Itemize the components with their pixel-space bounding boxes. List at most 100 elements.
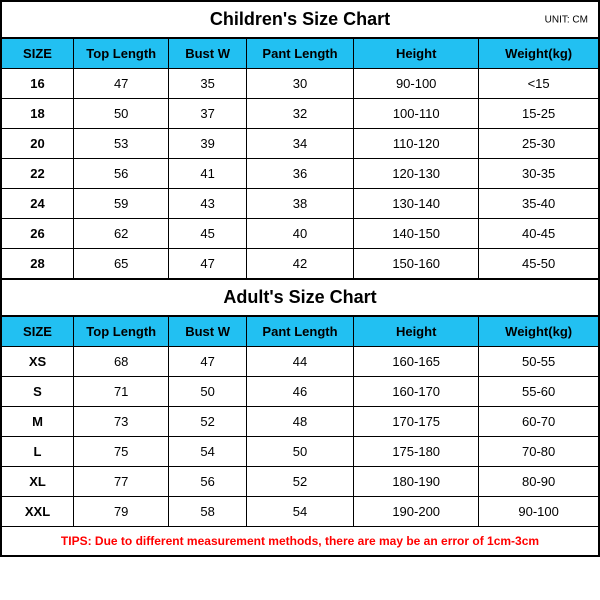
table-cell: 47 [169, 347, 246, 377]
table-cell: 32 [246, 99, 353, 129]
table-cell: 58 [169, 497, 246, 527]
table-row: XXL795854190-20090-100 [2, 497, 598, 527]
table-cell: 18 [2, 99, 74, 129]
table-cell: 50-55 [479, 347, 598, 377]
unit-label: UNIT: CM [545, 14, 588, 25]
table-cell: 28 [2, 249, 74, 279]
table-cell: 90-100 [479, 497, 598, 527]
table-cell: 180-190 [354, 467, 479, 497]
table-cell: 34 [246, 129, 353, 159]
table-cell: 56 [169, 467, 246, 497]
adult-chart-title: Adult's Size Chart [223, 287, 376, 307]
col-header-top-length: Top Length [74, 316, 169, 347]
table-cell: 140-150 [354, 219, 479, 249]
table-row: 18503732100-11015-25 [2, 99, 598, 129]
children-chart-title: Children's Size Chart [210, 9, 390, 29]
table-cell: 65 [74, 249, 169, 279]
table-cell: 15-25 [479, 99, 598, 129]
table-cell: 30 [246, 69, 353, 99]
table-cell: 80-90 [479, 467, 598, 497]
col-header-bust: Bust W [169, 316, 246, 347]
table-cell: 110-120 [354, 129, 479, 159]
children-chart-title-bar: Children's Size Chart UNIT: CM [2, 2, 598, 37]
table-cell: 42 [246, 249, 353, 279]
table-cell: 150-160 [354, 249, 479, 279]
table-cell: 60-70 [479, 407, 598, 437]
col-header-height: Height [354, 38, 479, 69]
tips-text: TIPS: Due to different measurement metho… [2, 527, 598, 556]
table-cell: XXL [2, 497, 74, 527]
col-header-pant-length: Pant Length [246, 38, 353, 69]
table-cell: 50 [246, 437, 353, 467]
table-cell: 52 [246, 467, 353, 497]
table-cell: 75 [74, 437, 169, 467]
table-cell: L [2, 437, 74, 467]
table-cell: 38 [246, 189, 353, 219]
table-cell: 79 [74, 497, 169, 527]
table-cell: 40-45 [479, 219, 598, 249]
table-cell: 16 [2, 69, 74, 99]
col-header-weight: Weight(kg) [479, 38, 598, 69]
table-row: 26624540140-15040-45 [2, 219, 598, 249]
table-row: L755450175-18070-80 [2, 437, 598, 467]
table-cell: M [2, 407, 74, 437]
table-cell: 37 [169, 99, 246, 129]
table-row: M735248170-17560-70 [2, 407, 598, 437]
table-row: 20533934110-12025-30 [2, 129, 598, 159]
table-cell: 54 [246, 497, 353, 527]
table-cell: 44 [246, 347, 353, 377]
table-cell: 120-130 [354, 159, 479, 189]
table-cell: 68 [74, 347, 169, 377]
tips-row: TIPS: Due to different measurement metho… [2, 527, 598, 556]
table-cell: 52 [169, 407, 246, 437]
table-cell: XS [2, 347, 74, 377]
table-cell: 55-60 [479, 377, 598, 407]
table-cell: 40 [246, 219, 353, 249]
table-cell: 50 [74, 99, 169, 129]
table-row: 1647353090-100<15 [2, 69, 598, 99]
col-header-pant-length: Pant Length [246, 316, 353, 347]
table-cell: 25-30 [479, 129, 598, 159]
table-cell: 26 [2, 219, 74, 249]
table-cell: 190-200 [354, 497, 479, 527]
table-cell: 47 [169, 249, 246, 279]
table-cell: 175-180 [354, 437, 479, 467]
table-cell: 130-140 [354, 189, 479, 219]
table-cell: 170-175 [354, 407, 479, 437]
table-cell: 53 [74, 129, 169, 159]
table-cell: 45 [169, 219, 246, 249]
table-row: S715046160-17055-60 [2, 377, 598, 407]
table-cell: 71 [74, 377, 169, 407]
table-cell: 50 [169, 377, 246, 407]
table-cell: 100-110 [354, 99, 479, 129]
table-cell: 45-50 [479, 249, 598, 279]
table-cell: S [2, 377, 74, 407]
table-row: 28654742150-16045-50 [2, 249, 598, 279]
table-cell: 39 [169, 129, 246, 159]
children-size-table: SIZE Top Length Bust W Pant Length Heigh… [2, 37, 598, 278]
col-header-bust: Bust W [169, 38, 246, 69]
table-cell: 36 [246, 159, 353, 189]
table-cell: 35-40 [479, 189, 598, 219]
table-cell: 22 [2, 159, 74, 189]
table-cell: 160-170 [354, 377, 479, 407]
table-cell: 90-100 [354, 69, 479, 99]
adult-size-table: SIZE Top Length Bust W Pant Length Heigh… [2, 315, 598, 555]
table-cell: 77 [74, 467, 169, 497]
col-header-size: SIZE [2, 316, 74, 347]
table-cell: 48 [246, 407, 353, 437]
col-header-top-length: Top Length [74, 38, 169, 69]
children-table-header: SIZE Top Length Bust W Pant Length Heigh… [2, 38, 598, 69]
table-cell: 73 [74, 407, 169, 437]
table-cell: 62 [74, 219, 169, 249]
table-cell: 43 [169, 189, 246, 219]
table-row: XL775652180-19080-90 [2, 467, 598, 497]
table-cell: 30-35 [479, 159, 598, 189]
table-cell: 56 [74, 159, 169, 189]
table-cell: 41 [169, 159, 246, 189]
table-row: 24594338130-14035-40 [2, 189, 598, 219]
adult-table-header: SIZE Top Length Bust W Pant Length Heigh… [2, 316, 598, 347]
size-chart-container: Children's Size Chart UNIT: CM SIZE Top … [0, 0, 600, 557]
col-header-weight: Weight(kg) [479, 316, 598, 347]
adult-chart-title-bar: Adult's Size Chart [2, 278, 598, 315]
